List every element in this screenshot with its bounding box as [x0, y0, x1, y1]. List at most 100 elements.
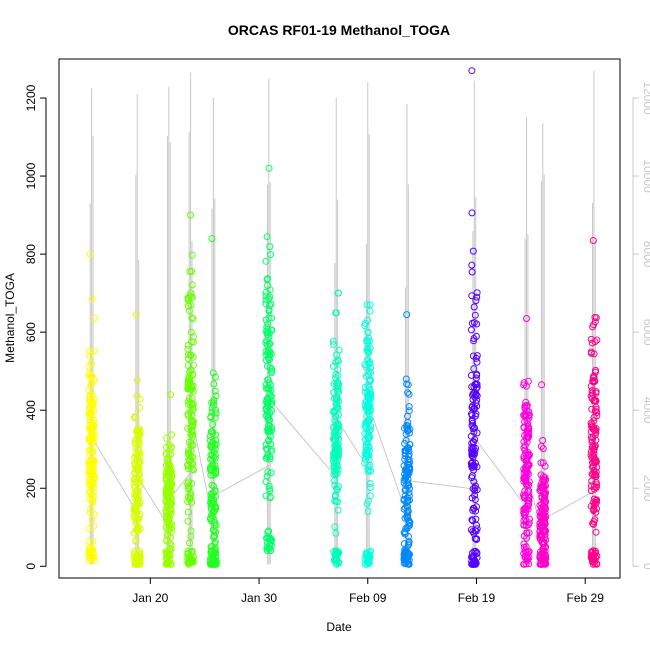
data-point: [184, 485, 192, 493]
data-point: [404, 553, 412, 560]
data-point: [262, 296, 270, 304]
data-point: [591, 313, 599, 321]
data-point: [587, 554, 595, 561]
data-point: [405, 469, 413, 477]
chart-title: ORCAS RF01-19 Methanol_TOGA: [228, 22, 450, 38]
data-point: [471, 535, 479, 543]
data-point: [186, 539, 193, 547]
data-point: [592, 528, 600, 536]
data-point: [469, 528, 477, 535]
data-point: [91, 315, 98, 322]
data-point: [210, 482, 218, 490]
data-point: [472, 297, 480, 305]
data-point: [469, 352, 477, 360]
data-point: [184, 410, 192, 418]
data-point: [331, 449, 338, 457]
data-point: [363, 451, 371, 459]
data-point: [136, 449, 144, 457]
data-point: [188, 407, 196, 415]
data-point: [403, 524, 411, 532]
data-point: [365, 410, 373, 418]
data-point: [468, 553, 476, 561]
data-point: [207, 543, 215, 551]
data-point: [469, 506, 477, 514]
y2-tick-label: 0: [641, 563, 650, 570]
data-point: [523, 529, 530, 537]
data-point: [402, 375, 410, 383]
data-point: [86, 391, 94, 399]
data-point: [186, 211, 194, 219]
data-point: [186, 408, 194, 416]
data-point: [88, 295, 96, 303]
data-point: [471, 311, 479, 319]
data-point: [468, 319, 476, 327]
data-point: [363, 551, 371, 559]
data-point: [266, 455, 274, 463]
data-point: [589, 520, 597, 528]
data-point: [366, 484, 374, 491]
data-point: [331, 470, 339, 478]
data-point: [210, 380, 218, 388]
data-point: [588, 389, 596, 397]
data-point: [168, 524, 175, 532]
data-point: [186, 268, 194, 275]
data-point: [592, 429, 600, 436]
data-point: [265, 340, 273, 348]
data-point: [189, 400, 197, 408]
data-point: [334, 356, 342, 364]
y-tick-label: 0: [24, 563, 38, 570]
data-point: [166, 540, 174, 548]
data-point: [521, 515, 529, 523]
data-point: [209, 500, 217, 508]
y-tick-label: 200: [24, 478, 38, 498]
data-point: [334, 506, 342, 514]
data-point: [473, 463, 481, 471]
data-point: [267, 440, 275, 448]
connector-line: [268, 398, 337, 478]
data-point: [470, 303, 478, 311]
data-point: [164, 558, 172, 566]
data-point: [520, 493, 528, 501]
data-point: [400, 540, 408, 548]
y-tick-label: 600: [24, 322, 38, 342]
data-point: [329, 362, 337, 370]
data-point: [187, 289, 195, 297]
data-point: [189, 418, 197, 426]
data-point: [331, 458, 339, 466]
x-axis-label: Date: [326, 620, 352, 634]
data-point: [522, 553, 529, 561]
data-point: [525, 461, 533, 469]
data-point: [468, 292, 476, 300]
data-point: [469, 247, 477, 255]
data-point: [210, 396, 218, 404]
data-point: [207, 414, 215, 422]
data-point: [212, 441, 220, 449]
data-point: [264, 414, 272, 422]
data-point: [268, 447, 275, 455]
data-point: [401, 424, 408, 432]
data-point: [405, 538, 413, 546]
y2-tick-label: 4000: [641, 397, 650, 424]
data-point: [263, 323, 271, 331]
data-point: [265, 350, 273, 358]
data-point: [542, 505, 550, 513]
data-point: [267, 537, 275, 544]
data-point: [590, 495, 598, 503]
data-point: [87, 505, 95, 513]
data-point: [592, 425, 600, 432]
data-point: [469, 391, 476, 399]
data-point: [365, 359, 373, 367]
data-point: [163, 489, 171, 497]
data-point: [468, 422, 476, 430]
y-tick-label: 1200: [24, 84, 38, 111]
data-point: [524, 423, 532, 431]
data-point: [541, 531, 549, 539]
data-point: [165, 521, 173, 528]
connector-line: [473, 437, 527, 509]
data-point: [262, 339, 270, 347]
data-point: [209, 498, 217, 505]
data-point: [133, 427, 140, 435]
data-point: [89, 497, 97, 505]
series-rf09: [400, 311, 414, 568]
data-point: [264, 275, 272, 283]
